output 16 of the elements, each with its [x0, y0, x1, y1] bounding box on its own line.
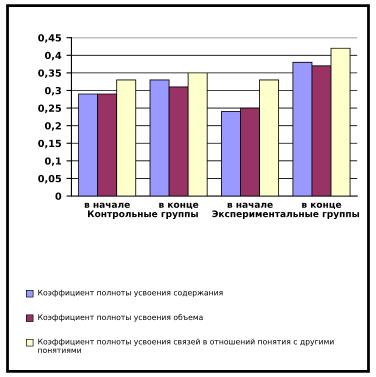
text: Контрольные группы	[88, 210, 198, 220]
y-tick-label: 0,15	[38, 140, 62, 148]
x-tick-label: в начале	[84, 202, 130, 208]
y-tick-label: 0,35	[38, 69, 62, 78]
x-tick-label: в конце	[159, 202, 198, 210]
y-tick-label: 0,3	[44, 86, 61, 96]
y-tick-label: 0	[55, 192, 62, 200]
y-tick-label: 0,4	[44, 52, 62, 60]
x-tick-label: в конце	[302, 202, 342, 210]
y-tick-label: 0,45	[38, 34, 62, 43]
y-tick-label: 0,05	[38, 174, 62, 184]
y-tick-label: 0,2	[44, 122, 61, 131]
y-tick-label: 0,25	[38, 104, 62, 114]
x-tick-label: в начале	[228, 202, 273, 208]
y-tick-label: 0,1	[44, 157, 62, 166]
text: Экспериментальные группы	[212, 210, 360, 220]
